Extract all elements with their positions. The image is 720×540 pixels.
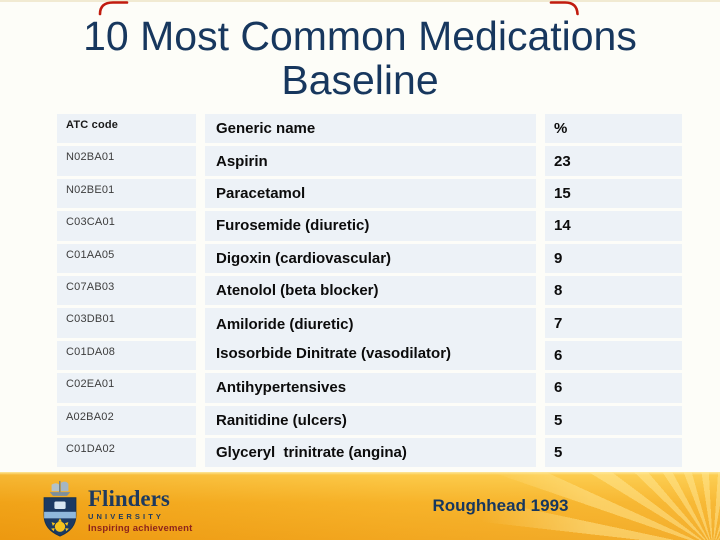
logo-tagline: Inspiring achievement [88, 523, 193, 534]
percent-cell: 23 [545, 146, 682, 176]
atc-code-cell: C01DA08 [57, 340, 196, 371]
logo-text-block: Flinders UNIVERSITY Inspiring achievemen… [88, 480, 193, 534]
atc-code-cell: C01AA05 [57, 243, 196, 273]
top-edge-line [0, 0, 720, 2]
generic-name-cell: Paracetamol [205, 178, 536, 209]
logo-university-text: UNIVERSITY [88, 512, 165, 521]
atc-code-cell: N02BA01 [57, 146, 196, 176]
column-header-generic-name: Generic name [205, 114, 536, 144]
logo-wordmark: Flinders [88, 486, 170, 511]
percent-cell: 5 [545, 437, 682, 468]
percent-cell: 5 [545, 405, 682, 435]
generic-name-cell: Digoxin (cardiovascular) [205, 243, 536, 273]
slide-title: 10 Most Common Medications Baseline [0, 14, 720, 102]
flinders-university-logo: Flinders UNIVERSITY Inspiring achievemen… [38, 480, 193, 538]
top-corner-red-arcs [98, 1, 579, 16]
flinders-crest-icon [43, 480, 77, 537]
atc-code-cell: A02BA02 [57, 405, 196, 435]
citation-text: Roughhead 1993 [432, 496, 569, 515]
sun-icon [51, 518, 69, 532]
atc-code-cell: C02EA01 [57, 373, 196, 403]
percent-cell: 15 [545, 178, 682, 209]
generic-name-cell: Glyceryl trinitrate (angina) [205, 437, 536, 468]
percent-cell: 14 [545, 211, 682, 241]
percent-cell: 6 [545, 340, 682, 371]
column-header-percent: % [545, 114, 682, 144]
generic-name-cell: Antihypertensives [205, 373, 536, 403]
slide-title-line2: Baseline [281, 57, 439, 103]
generic-name-merged-cell: Amiloride (diuretic) Isosorbide Dinitrat… [205, 308, 536, 371]
ship-icon [49, 480, 71, 496]
medications-table: ATC code Generic name % N02BA01 Aspirin … [57, 114, 682, 468]
generic-name-cell: Furosemide (diuretic) [205, 211, 536, 241]
percent-cell: 9 [545, 243, 682, 273]
atc-code-cell: C03CA01 [57, 211, 196, 241]
atc-code-cell: N02BE01 [57, 178, 196, 209]
atc-code-cell: C07AB03 [57, 275, 196, 306]
atc-code-cell: C03DB01 [57, 308, 196, 338]
percent-cell: 6 [545, 373, 682, 403]
generic-name-cell: Atenolol (beta blocker) [205, 275, 536, 306]
slide-title-line1: 10 Most Common Medications [83, 13, 637, 59]
sunburst-decoration [480, 472, 720, 540]
generic-name-cell: Ranitidine (ulcers) [205, 405, 536, 435]
generic-name-line: Isosorbide Dinitrate (vasodilator) [216, 345, 452, 363]
percent-cell: 7 [545, 308, 682, 338]
generic-name-cell: Aspirin [205, 146, 536, 176]
atc-code-cell: C01DA02 [57, 437, 196, 468]
generic-name-line: Amiloride (diuretic) [216, 316, 354, 334]
column-header-atc-code: ATC code [57, 114, 196, 144]
footer-band: Flinders UNIVERSITY Inspiring achievemen… [0, 472, 720, 540]
percent-cell: 8 [545, 275, 682, 306]
